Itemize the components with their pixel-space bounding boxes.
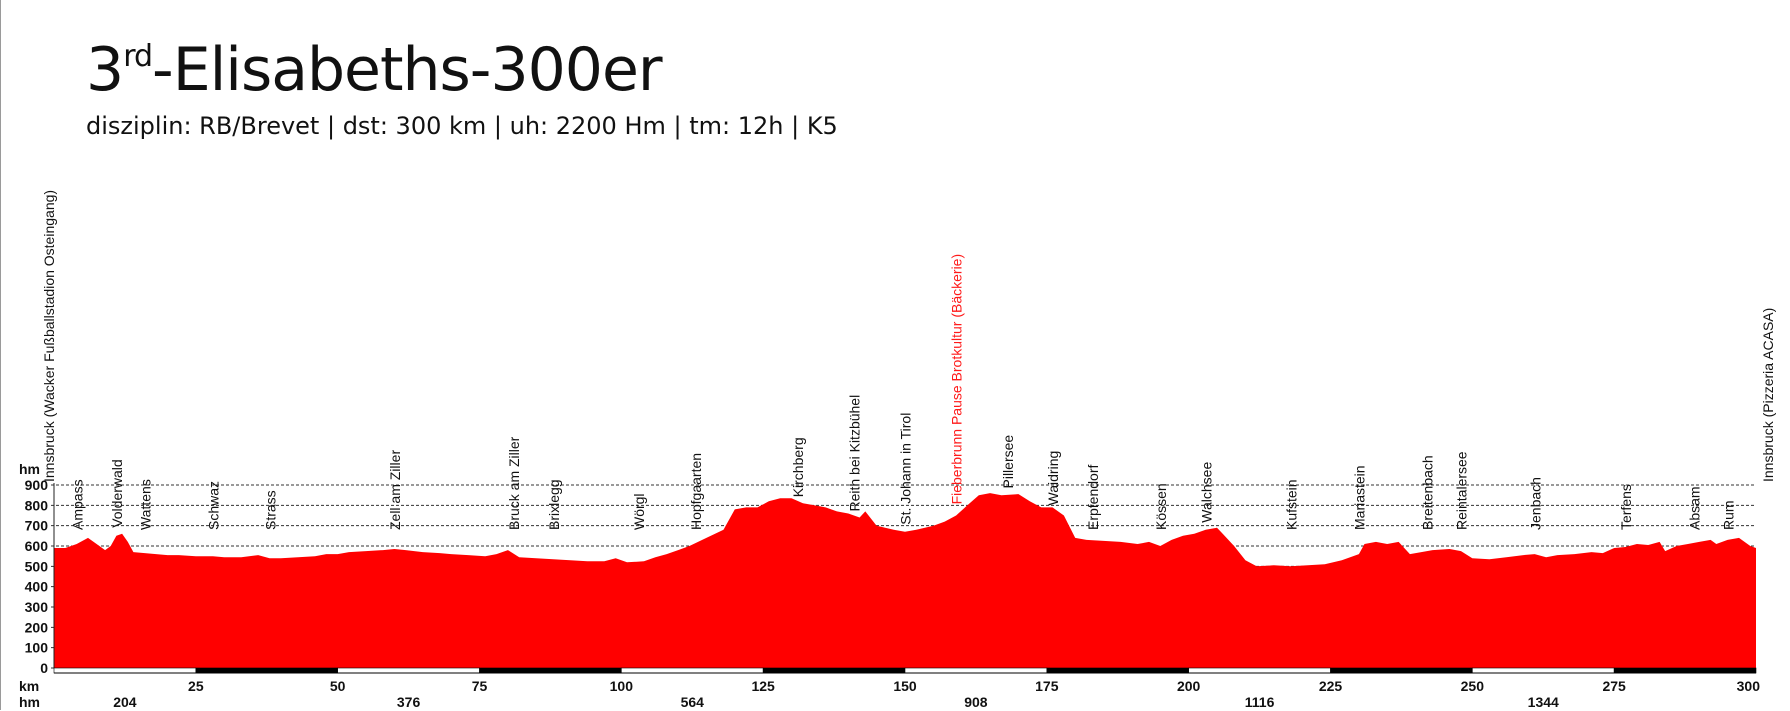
x-tick-label-175: 175 — [1035, 678, 1059, 694]
place-label-27: Rum — [1720, 500, 1736, 530]
x-tick-label-25: 25 — [188, 678, 204, 694]
y-tick-label-200: 200 — [25, 619, 49, 635]
place-label-4: Schwaz — [206, 481, 222, 530]
title-name: -Elisabeths-300er — [152, 35, 662, 105]
cumulative-hm-label-5: 1344 — [1528, 694, 1559, 710]
km-bar-segment-2 — [337, 667, 480, 674]
cumulative-hm-label-3: 908 — [964, 694, 988, 710]
place-label-2: Volderwald — [109, 459, 125, 528]
y-tick-label-900: 900 — [25, 477, 49, 493]
y-tick-label-600: 600 — [25, 538, 49, 554]
title-ordinal: 3 — [86, 35, 124, 105]
place-label-15: Pillersee — [1000, 435, 1016, 489]
km-bar-segment-11 — [1613, 667, 1757, 674]
y-tick-label-100: 100 — [25, 640, 49, 656]
label-layer: Innsbruck (Wacker Fußballstadion Osteing… — [41, 190, 1776, 530]
x-tick-label-275: 275 — [1602, 678, 1626, 694]
y-tick-label-700: 700 — [25, 518, 49, 534]
km-bar-segment-8 — [1188, 667, 1331, 674]
x-tick-label-225: 225 — [1319, 678, 1343, 694]
x-tick-label-75: 75 — [472, 678, 488, 694]
cumulative-hm-label-2: 564 — [681, 694, 705, 710]
y-tick-label-800: 800 — [25, 497, 49, 513]
page-title: 3rd-Elisabeths-300er — [86, 39, 663, 100]
km-bar-segment-4 — [621, 667, 764, 674]
km-bar-segment-6 — [904, 667, 1048, 674]
page-subtitle: disziplin: RB/Brevet | dst: 300 km | uh:… — [86, 112, 838, 140]
place-label-18: Kössen — [1153, 483, 1169, 530]
km-bar-segment-10 — [1472, 667, 1615, 674]
place-label-9: Wörgl — [631, 493, 647, 530]
place-label-6: Zell am Ziller — [387, 450, 403, 530]
x-tick-label-250: 250 — [1461, 678, 1485, 694]
place-label-13: St. Johann in Tirol — [898, 413, 914, 525]
place-label-14: Fieberbrunn Pause Brotkultur (Bäckerie) — [949, 254, 965, 505]
place-label-23: Reintalersee — [1454, 451, 1470, 530]
x-tick-label-100: 100 — [610, 678, 634, 694]
x-tick-label-200: 200 — [1177, 678, 1201, 694]
place-label-11: Kirchberg — [790, 437, 806, 497]
place-label-16: Waidring — [1045, 451, 1061, 506]
place-label-25: Terfens — [1618, 484, 1634, 530]
place-label-24: Jenbach — [1527, 477, 1543, 530]
place-label-0: Innsbruck (Wacker Fußballstadion Osteing… — [41, 190, 57, 482]
place-label-10: Hopfgaarten — [688, 453, 704, 530]
km-bar-segment-3 — [479, 667, 622, 674]
cumulative-hm-label-1: 376 — [397, 694, 421, 710]
area-layer — [54, 493, 1756, 668]
place-label-22: Breitenbach — [1420, 455, 1436, 530]
km-bar-segment-9 — [1330, 667, 1473, 674]
x-tick-label-50: 50 — [330, 678, 346, 694]
cumulative-hm-label-0: 204 — [113, 694, 137, 710]
cumulative-hm-label-4: 1116 — [1245, 694, 1275, 710]
km-bar-segment-0 — [53, 667, 197, 674]
y-tick-label-400: 400 — [25, 579, 49, 595]
secondary-axis-unit: hm — [19, 694, 40, 710]
y-tick-label-300: 300 — [25, 599, 49, 615]
x-tick-label-300: 300 — [1737, 678, 1761, 694]
y-tick-label-500: 500 — [25, 558, 49, 574]
place-label-19: Walchsee — [1198, 462, 1214, 523]
place-label-12: Reith bei Kitzbühel — [847, 395, 863, 512]
x-axis-unit: km — [19, 678, 39, 694]
km-bar-segment-1 — [195, 667, 338, 674]
place-label-17: Erpfendorf — [1085, 465, 1101, 530]
place-label-1: Ampass — [69, 479, 85, 530]
place-label-21: Mariastein — [1352, 465, 1368, 530]
place-label-7: Bruck am Ziller — [506, 436, 522, 530]
title-ordinal-suffix: rd — [123, 39, 153, 74]
y-tick-label-0: 0 — [40, 660, 48, 676]
x-tick-label-150: 150 — [893, 678, 917, 694]
y-axis-unit: hm — [19, 461, 40, 477]
place-label-20: Kufstein — [1283, 479, 1299, 530]
elevation-area — [54, 493, 1756, 668]
x-tick-label-125: 125 — [751, 678, 775, 694]
place-label-3: Wattens — [137, 479, 153, 530]
place-label-5: Strass — [262, 490, 278, 530]
place-label-28: Innsbruck (Pizzeria ACASA) — [1760, 308, 1776, 482]
km-bar-segment-7 — [1046, 667, 1189, 674]
place-label-8: Brixlegg — [546, 479, 562, 530]
place-label-26: Absam — [1686, 486, 1702, 530]
km-bar-segment-5 — [762, 667, 906, 674]
